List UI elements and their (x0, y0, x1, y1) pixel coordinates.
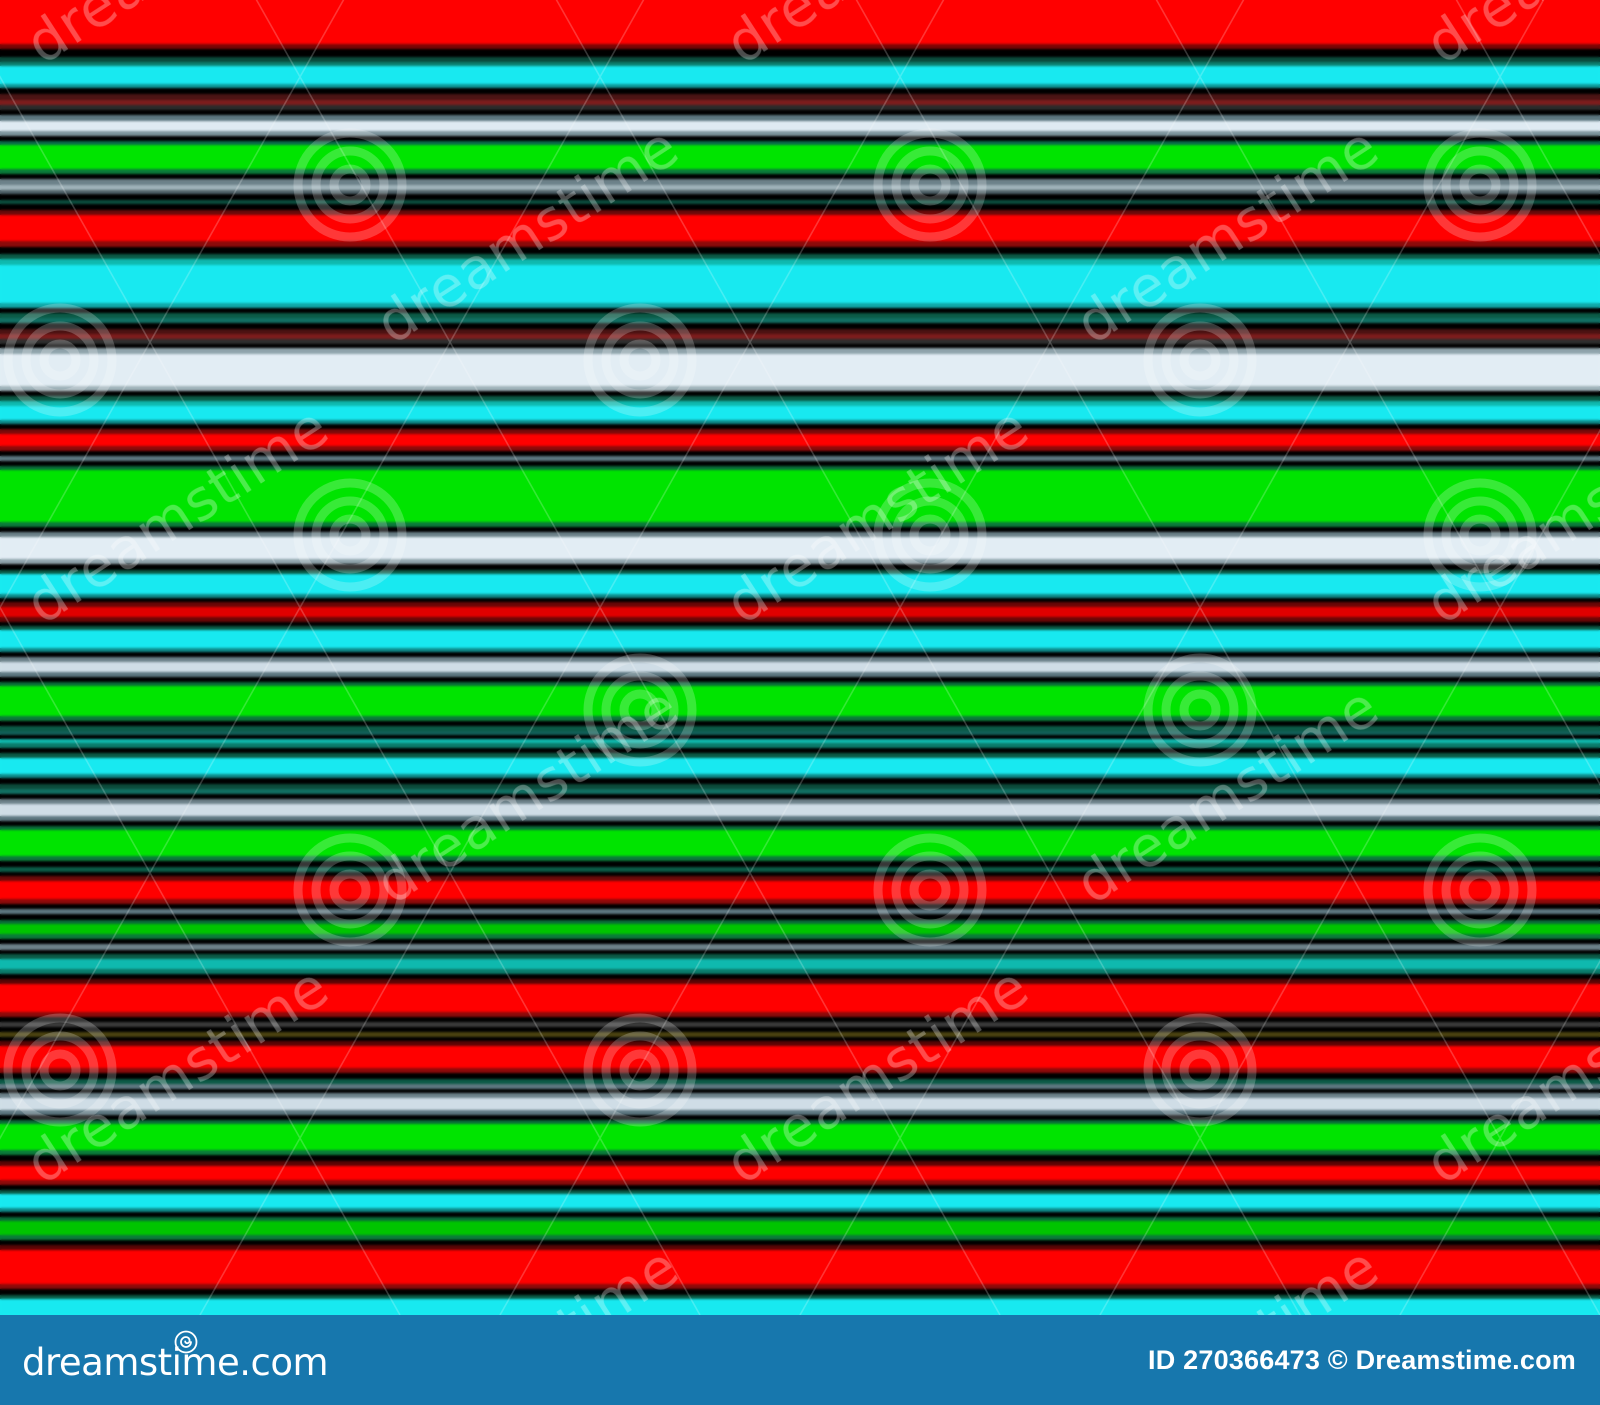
stripe (0, 630, 1600, 648)
stripe (0, 574, 1600, 594)
stripe (0, 804, 1600, 816)
stripe (0, 1194, 1600, 1208)
stripe (0, 1124, 1600, 1150)
stripe (0, 607, 1600, 617)
stripe (0, 1166, 1600, 1180)
stripe (0, 1250, 1600, 1284)
stripe (0, 959, 1600, 969)
stripe (0, 1046, 1600, 1068)
stripe (0, 265, 1600, 303)
stripe (0, 406, 1600, 420)
stripe (0, 537, 1600, 559)
stripe (0, 354, 1600, 386)
stripe (0, 434, 1600, 446)
stripe (0, 881, 1600, 899)
stripe (0, 66, 1600, 84)
stripe (0, 145, 1600, 169)
stripe (0, 924, 1600, 934)
stripe (0, 662, 1600, 672)
stripe (0, 1299, 1600, 1315)
stripe (0, 686, 1600, 716)
stripe (0, 1221, 1600, 1235)
stripe (0, 470, 1600, 522)
spiral-logo-icon (174, 1330, 198, 1354)
brand-logo-text: dreamstime.com (22, 1341, 329, 1384)
stripe (0, 830, 1600, 856)
brand-logo[interactable]: dreamstime.com (22, 1330, 329, 1384)
credit-line: ID 270366473 © Dreamstime.com (1148, 1345, 1576, 1375)
stripe (0, 215, 1600, 241)
stripe-stack (0, 0, 1600, 1315)
stripe (0, 0, 1600, 44)
striped-artwork: dreamstime dreamstime dreamstime dreamstime… (0, 0, 1600, 1315)
footer-bar: dreamstime.com ID 270366473 © Dreamstime… (0, 1315, 1600, 1405)
stripe (0, 1098, 1600, 1110)
stripe (0, 121, 1600, 131)
stripe (0, 49, 1600, 57)
stripe (0, 984, 1600, 1012)
stripe (0, 247, 1600, 254)
stripe (0, 758, 1600, 774)
